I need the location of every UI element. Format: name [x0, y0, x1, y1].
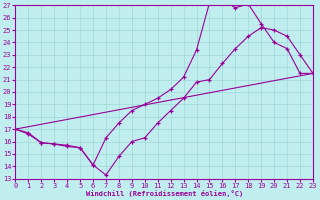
X-axis label: Windchill (Refroidissement éolien,°C): Windchill (Refroidissement éolien,°C) — [85, 190, 243, 197]
